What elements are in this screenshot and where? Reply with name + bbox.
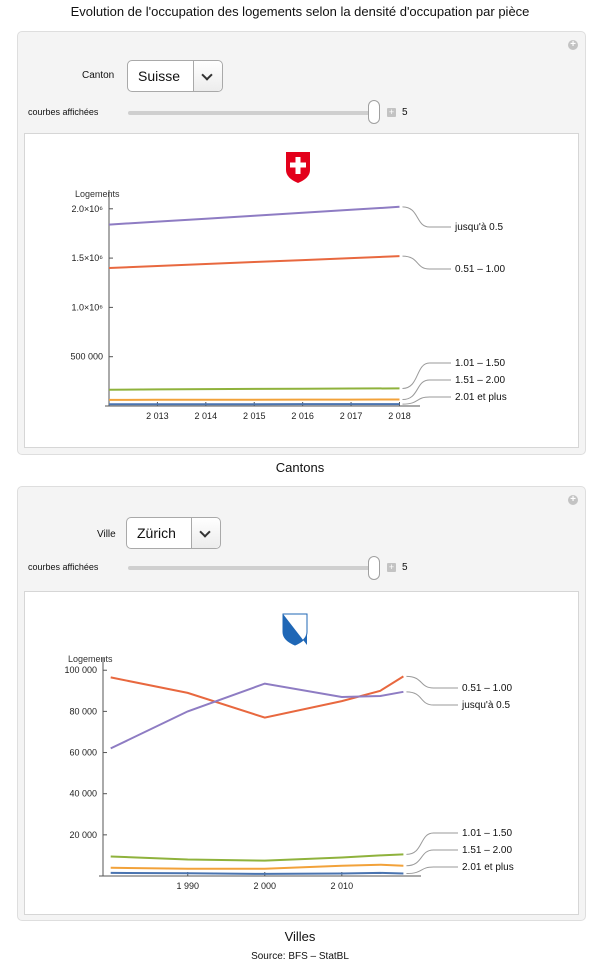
series-line — [110, 871, 404, 875]
series-leader-line — [402, 396, 451, 405]
series-leader-line — [406, 866, 458, 875]
series-leader-line — [402, 362, 451, 389]
swiss-cross-icon — [286, 152, 310, 183]
page-title: Evolution de l'occupation des logements … — [70, 4, 530, 19]
source-note: Source: BFS – StatBL — [251, 951, 349, 962]
y-tick-label: 40 000 — [69, 789, 97, 799]
series-line — [110, 863, 404, 870]
y-tick-label: 60 000 — [69, 748, 97, 758]
x-tick-label: 2 000 — [254, 881, 277, 891]
y-tick-label: 100 000 — [64, 665, 97, 675]
y-tick-label: 80 000 — [69, 706, 97, 716]
canton-panel: + Canton Suisse courbes affichées + 5 Lo… — [17, 31, 586, 455]
x-tick-label: 2 017 — [340, 411, 363, 421]
series-line — [108, 205, 400, 226]
x-tick-label: 2 014 — [195, 411, 218, 421]
series-leader-line — [406, 675, 458, 689]
city-dropdown-value: Zürich — [137, 525, 176, 541]
series-line — [110, 682, 404, 750]
slider-plus-icon[interactable]: + — [387, 107, 396, 117]
series-label: 2.01 et plus — [455, 392, 507, 403]
series-leader-line — [402, 206, 451, 228]
canton-chart: Logements 500 000 1.0×10⁶ 1.5×10⁶ 2.0×10⁶ 2 0… — [24, 133, 579, 448]
series-label: 1.51 – 2.00 — [462, 845, 512, 856]
series-leader-line — [406, 691, 458, 706]
slider-plus-icon[interactable]: + — [387, 562, 396, 572]
curves-slider-label: courbes affichées — [28, 562, 99, 572]
series-label: 2.01 et plus — [462, 862, 514, 873]
y-tick-label: 1.0×10⁶ — [72, 302, 104, 312]
x-tick-label: 2 016 — [291, 411, 314, 421]
series-leader-line — [402, 255, 451, 270]
canton-dropdown-value: Suisse — [138, 68, 181, 84]
curves-slider-label: courbes affichées — [28, 107, 99, 117]
curves-slider-track[interactable] — [128, 566, 378, 570]
series-label: jusqu'à 0.5 — [454, 222, 503, 233]
series-label: 1.01 – 1.50 — [462, 828, 512, 839]
y-tick-label: 20 000 — [69, 830, 97, 840]
city-chart: Logements 20 000 40 000 60 000 80 000 100 000… — [24, 591, 579, 915]
y-axis-title: Logements — [75, 189, 120, 199]
canton-line-chart: Logements 500 000 1.0×10⁶ 1.5×10⁶ 2.0×10⁶ 2 0… — [70, 152, 507, 421]
series-line — [108, 255, 400, 269]
expand-plus-icon[interactable]: + — [568, 495, 578, 505]
zurich-coat-of-arms-icon — [282, 613, 308, 646]
curves-slider-track[interactable] — [128, 111, 378, 115]
curves-count: 5 — [402, 107, 408, 118]
city-caption: Villes — [284, 929, 316, 944]
city-line-chart: Logements 20 000 40 000 60 000 80 000 100 000… — [64, 613, 514, 891]
y-tick-label: 1.5×10⁶ — [72, 253, 104, 263]
series-leader-line — [406, 832, 458, 855]
x-tick-label: 2 018 — [388, 411, 411, 421]
series-label: 1.51 – 2.00 — [455, 375, 505, 386]
canton-dropdown-button[interactable] — [193, 61, 222, 91]
curves-count: 5 — [402, 562, 408, 573]
x-tick-label: 1 990 — [176, 881, 199, 891]
city-selector-label: Ville — [97, 529, 116, 540]
series-label: 0.51 – 1.00 — [462, 683, 512, 694]
series-leader-line — [406, 849, 458, 867]
series-label: jusqu'à 0.5 — [461, 700, 510, 711]
y-axis-title: Logements — [68, 654, 113, 664]
curves-slider-thumb[interactable] — [368, 100, 380, 124]
canton-dropdown[interactable]: Suisse — [127, 60, 223, 92]
x-tick-label: 2 010 — [331, 881, 354, 891]
series-label: 1.01 – 1.50 — [455, 358, 505, 369]
y-tick-label: 2.0×10⁶ — [72, 204, 104, 214]
y-tick-label: 500 000 — [70, 352, 103, 362]
canton-caption: Cantons — [275, 460, 325, 475]
city-dropdown-button[interactable] — [191, 518, 220, 548]
x-tick-label: 2 015 — [243, 411, 266, 421]
canton-selector-label: Canton — [82, 70, 115, 81]
series-line — [110, 853, 404, 862]
chevron-down-icon — [201, 69, 213, 81]
series-line — [108, 387, 400, 391]
series-label: 0.51 – 1.00 — [455, 264, 505, 275]
curves-slider-thumb[interactable] — [368, 556, 380, 580]
chevron-down-icon — [199, 526, 211, 538]
series-leader-line — [402, 379, 451, 401]
city-panel: + Ville Zürich courbes affichées + 5 Log… — [17, 486, 586, 921]
series-line — [110, 675, 404, 719]
city-dropdown[interactable]: Zürich — [126, 517, 221, 549]
x-tick-label: 2 013 — [146, 411, 169, 421]
expand-plus-icon[interactable]: + — [568, 40, 578, 50]
